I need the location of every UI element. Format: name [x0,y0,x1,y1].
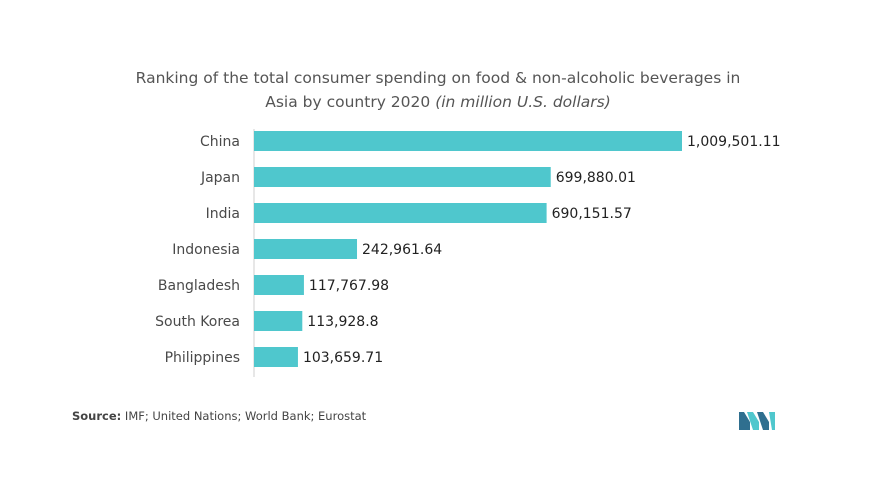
mordor-intelligence-logo-icon [739,412,775,430]
bar-philippines [254,347,298,367]
category-label: South Korea [155,314,240,330]
source-note: Source: IMF; United Nations; World Bank;… [72,409,366,423]
category-label: Philippines [165,350,240,366]
bar-south-korea [254,311,303,331]
chart-title: Ranking of the total consumer spending o… [60,66,816,114]
source-label: Source: [72,409,122,423]
value-label: 113,928.8 [307,314,378,330]
value-label: 242,961.64 [362,242,442,258]
value-label: 699,880.01 [556,170,636,186]
value-label: 690,151.57 [552,206,632,222]
chart-title-unit: (in million U.S. dollars) [435,93,611,111]
category-label: India [206,206,240,222]
bar-bangladesh [254,275,304,295]
category-label: China [200,134,240,150]
source-text: IMF; United Nations; World Bank; Eurosta… [121,409,367,423]
value-label: 1,009,501.11 [687,134,781,150]
category-label: Japan [200,170,240,186]
bar-japan [254,167,551,187]
value-label: 117,767.98 [309,278,389,294]
category-label: Bangladesh [158,278,240,294]
category-label: Indonesia [172,242,240,258]
chart-title-line2: Asia by country 2020 (in million U.S. do… [60,90,816,114]
value-label: 103,659.71 [303,350,383,366]
chart-title-line1: Ranking of the total consumer spending o… [135,69,741,87]
chart-title-main: Asia by country 2020 [265,93,431,111]
bar-india [254,203,547,223]
bar-china [254,131,682,151]
bar-indonesia [254,239,358,259]
